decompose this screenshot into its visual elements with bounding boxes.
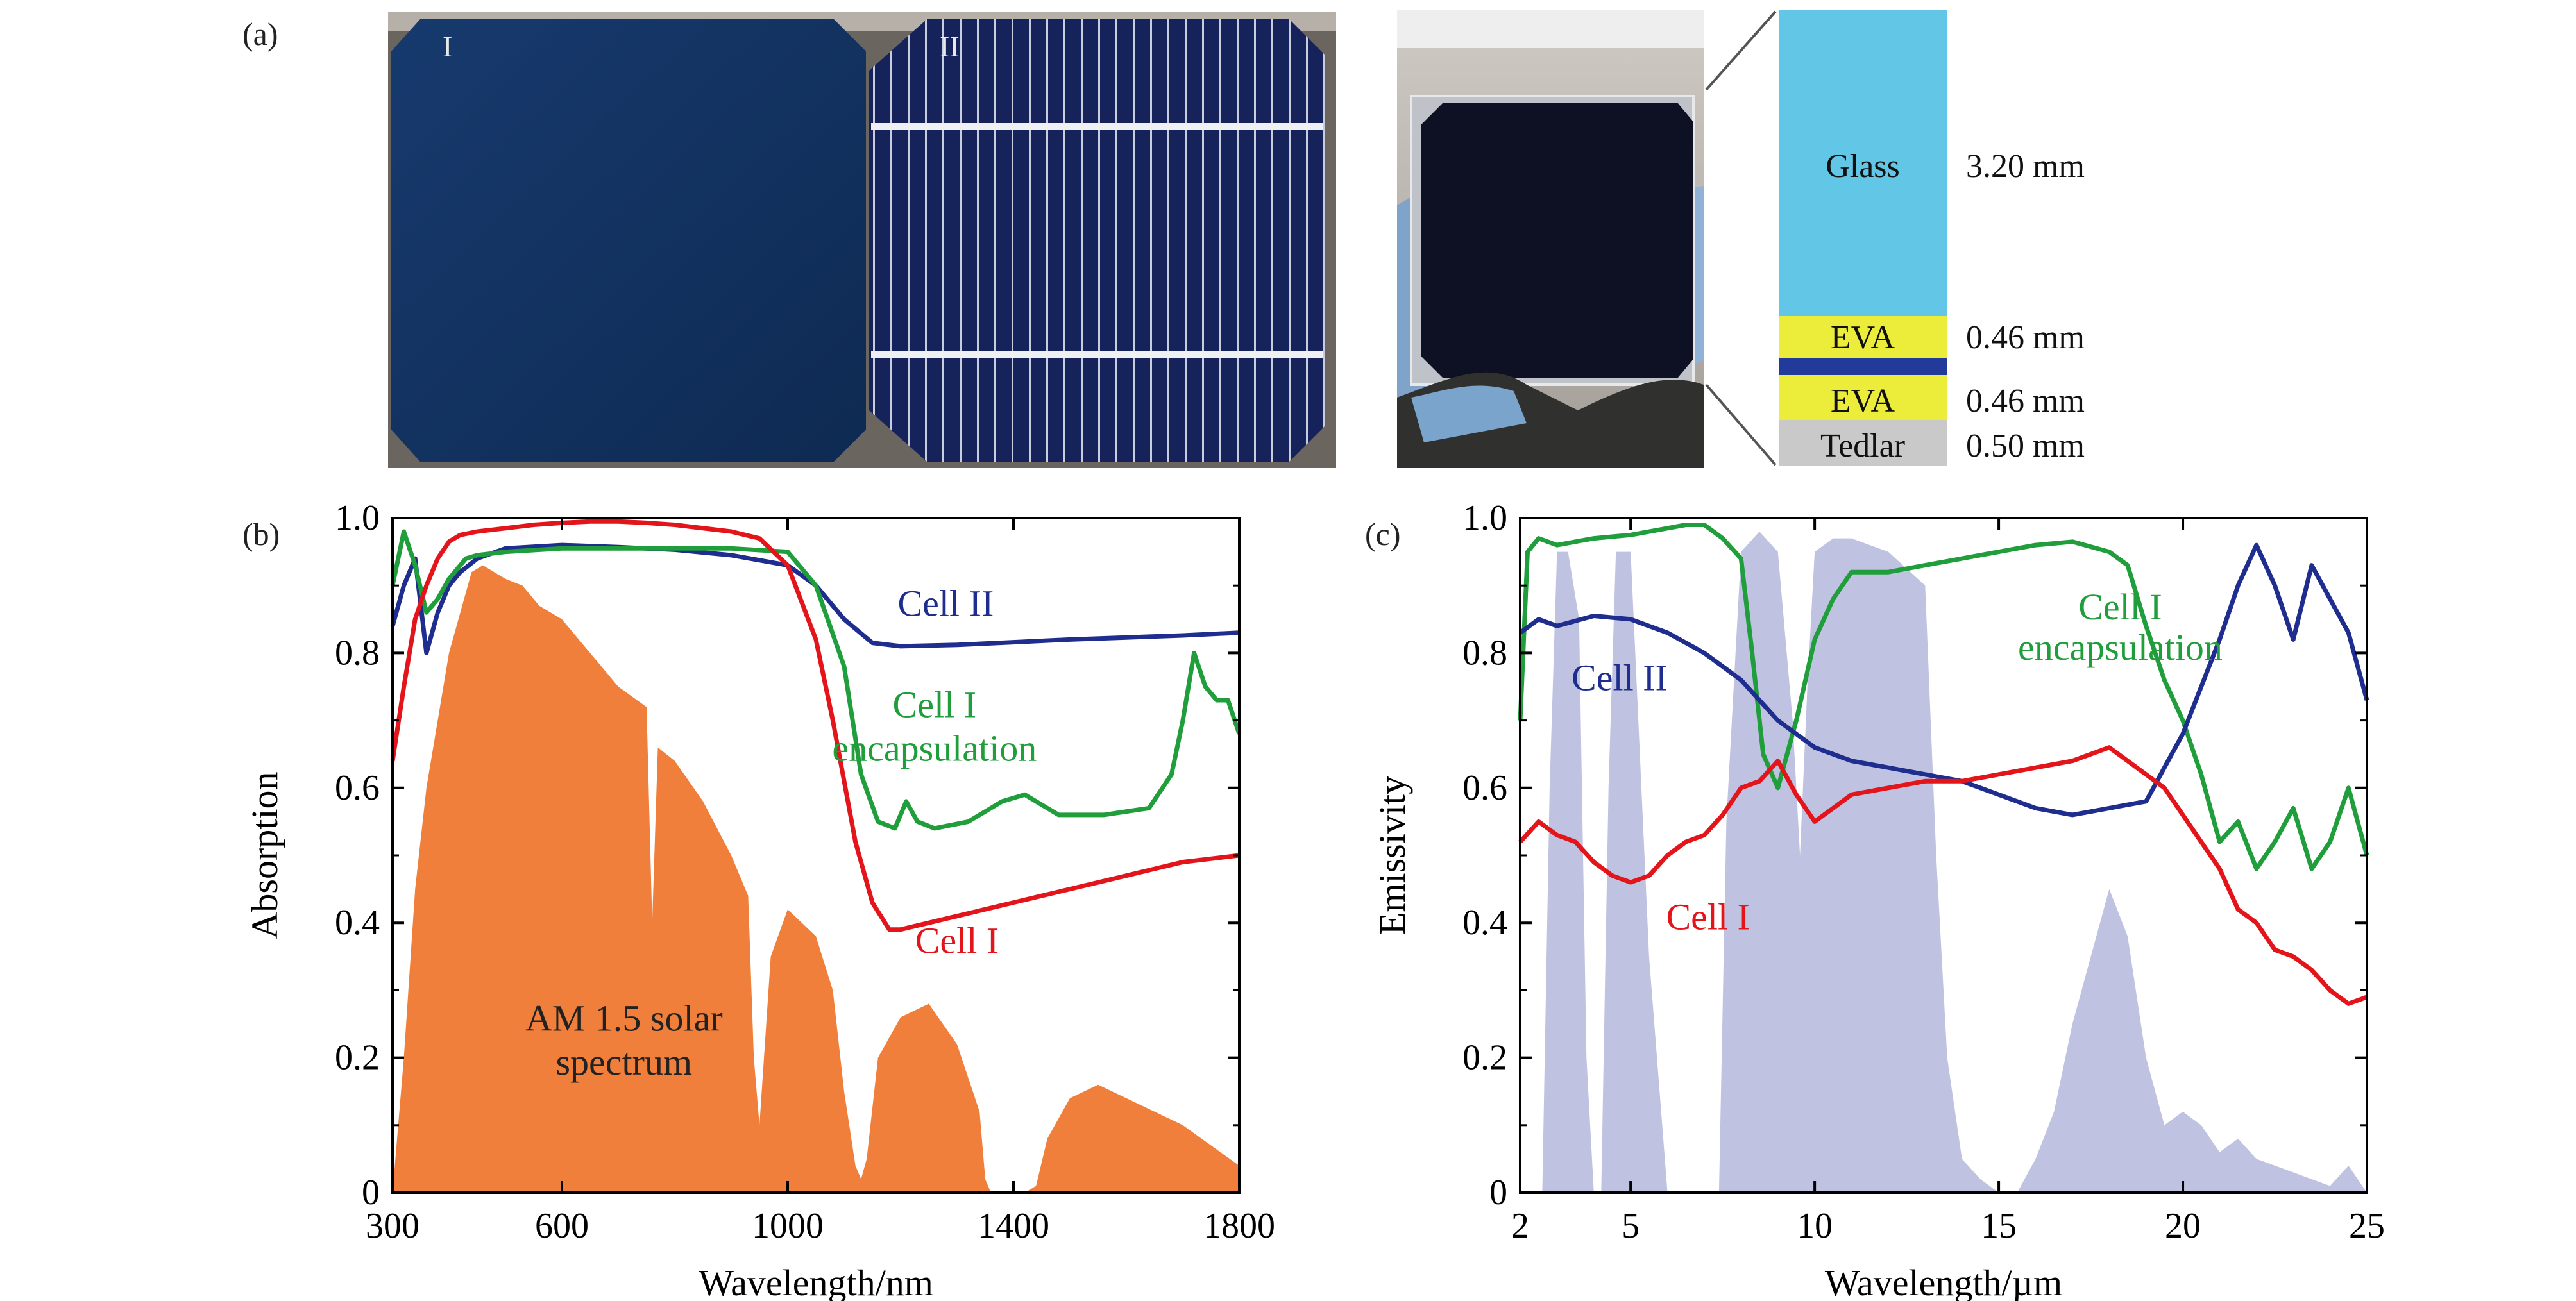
annotation-label: encapsulation (2018, 626, 2223, 668)
annotation-label: Cell II (1572, 657, 1668, 698)
x-tick-label: 1800 (1203, 1206, 1275, 1246)
annotation-label: Cell I (915, 920, 999, 962)
y-tick-label: 0.6 (335, 768, 380, 808)
panel-b-label: (b) (242, 516, 280, 552)
x-tick-label: 1400 (978, 1206, 1049, 1246)
chart-absorption: 300 600 1000 1400 1800 0 0.2 0.4 0.6 0.8 1.0 Wavele… (244, 498, 1275, 1301)
x-tick-label: 5 (1622, 1206, 1640, 1246)
zoom-line-bottom (1705, 383, 1777, 466)
cell-II-image (869, 19, 1325, 462)
annotation-label: AM 1.5 solar (525, 998, 723, 1039)
layer-glass (1779, 10, 1947, 316)
layer-eva-top-label: EVA (1831, 319, 1895, 356)
cell-II-label: II (940, 30, 960, 63)
cell-I-image (391, 19, 866, 462)
y-tick-label: 0.4 (1462, 903, 1507, 943)
layer-eva-bottom-thickness: 0.46 mm (1966, 383, 2085, 419)
photo-encapsulated-cell (1397, 10, 1704, 468)
series-line-cell-I-encapsulation (390, 529, 1242, 831)
y-tick-label: 0.6 (1462, 768, 1507, 808)
cell-I-label: I (443, 30, 452, 63)
annotation-label: encapsulation (832, 728, 1037, 769)
y-tick-label: 0 (1489, 1173, 1507, 1213)
y-tick-label: 0.2 (335, 1038, 380, 1078)
annotation-label: Cell I (893, 684, 976, 725)
x-tick-label: 20 (2165, 1206, 2201, 1246)
solar-spectrum-area (393, 565, 1239, 1193)
x-tick-label: 600 (535, 1206, 589, 1246)
panel-a-label: (a) (242, 16, 278, 52)
x-axis-label: Wavelength/µm (1825, 1262, 2062, 1301)
y-tick-label: 0.8 (1462, 633, 1507, 673)
atmospheric-window-area (1520, 532, 2367, 1193)
layer-stack: Glass EVA EVA Tedlar 3.20 mm 0.46 mm 0.4… (1779, 10, 2085, 466)
series-line-cell-I-encapsulation (1518, 523, 2369, 871)
series-line-cell-II (1518, 542, 2369, 818)
chart-emissivity: 2 5 10 15 20 2500.20.40.60.81.0Wavelength/µmE… (1371, 498, 2385, 1301)
x-tick-label: 1000 (752, 1206, 824, 1246)
y-axis-label: Emissivity (1371, 776, 1413, 935)
layer-glass-thickness: 3.20 mm (1966, 148, 2085, 185)
layer-glass-label: Glass (1826, 148, 1900, 185)
zoom-line-top (1705, 10, 1777, 91)
annotation-label: Cell II (898, 583, 994, 625)
annotation-label: spectrum (555, 1041, 692, 1083)
layer-eva-bottom (1779, 375, 1947, 420)
cell-II-busbar-top (871, 123, 1323, 130)
layer-eva-bottom-label: EVA (1831, 383, 1895, 419)
y-tick-label: 0.4 (335, 903, 380, 943)
x-tick-label: 15 (1981, 1206, 2017, 1246)
x-tick-label: 10 (1797, 1206, 1833, 1246)
layer-tedlar-thickness: 0.50 mm (1966, 428, 2085, 464)
x-tick-label: 300 (366, 1206, 419, 1246)
y-tick-label: 0 (362, 1173, 380, 1213)
layer-eva-top-thickness: 0.46 mm (1966, 319, 2085, 356)
annotation-label: Cell I (1666, 896, 1749, 938)
series-line-cell-II (390, 542, 1240, 655)
cell-II-busbar-bottom (871, 351, 1323, 358)
series-line-cell-I (390, 519, 1240, 932)
layer-tedlar (1779, 420, 1947, 466)
layer-tedlar-label: Tedlar (1820, 428, 1905, 464)
encapsulated-cell-image (1421, 103, 1693, 378)
photo-bare-cells: I II (388, 12, 1336, 468)
y-tick-label: 1.0 (1462, 498, 1507, 538)
annotation-label: Cell I (2078, 586, 2162, 628)
panel-c-label: (c) (1365, 516, 1401, 552)
y-tick-label: 0.2 (1462, 1038, 1507, 1078)
x-tick-label: 2 (1511, 1206, 1529, 1246)
series-line-cell-I (1518, 745, 2368, 1006)
layer-cell (1779, 358, 1947, 375)
layer-eva-top (1779, 316, 1947, 358)
y-axis-label: Absorption (244, 772, 285, 939)
x-axis-label: Wavelength/nm (699, 1262, 933, 1301)
y-tick-label: 0.8 (335, 633, 380, 673)
x-tick-label: 25 (2349, 1206, 2385, 1246)
y-tick-label: 1.0 (335, 498, 380, 538)
